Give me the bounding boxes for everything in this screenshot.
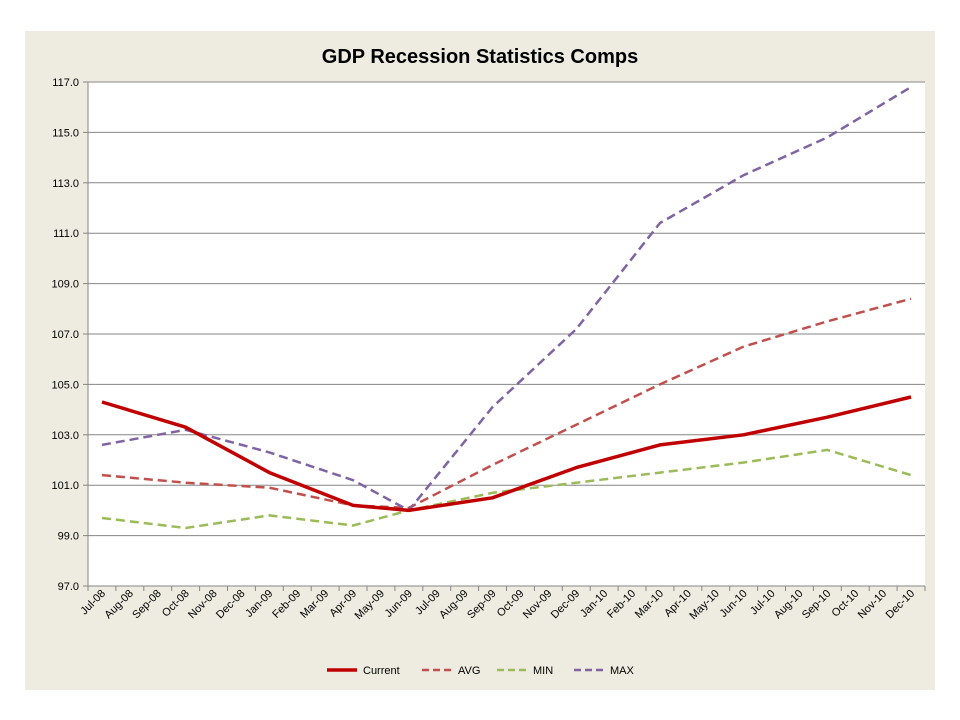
x-axis-ticks: Jul-08Aug-08Sep-08Oct-08Nov-08Dec-08Jan-…: [78, 586, 926, 622]
x-tick-label: Dec-08: [214, 588, 248, 622]
x-tick-label: Jun-10: [717, 588, 749, 620]
y-tick-label: 97.0: [58, 581, 79, 593]
x-tick-label: Dec-10: [884, 588, 918, 622]
x-tick-label: Sep-09: [465, 588, 499, 622]
y-tick-label: 113.0: [52, 178, 79, 190]
x-tick-label: Nov-10: [856, 588, 890, 622]
series-line-min: [101, 448, 912, 530]
x-tick-label: Jan-10: [578, 588, 610, 620]
x-tick-label: Sep-08: [130, 588, 164, 622]
x-tick-label: May-09: [353, 588, 387, 622]
x-tick-label: Feb-09: [270, 588, 303, 621]
series-line-max: [101, 85, 912, 512]
gridlines: [88, 81, 925, 537]
legend-label-avg: AVG: [458, 665, 480, 677]
legend-label-current: Current: [363, 665, 400, 677]
x-tick-label: Nov-09: [521, 588, 555, 622]
y-tick-label: 99.0: [58, 531, 79, 543]
y-tick-label: 103.0: [51, 430, 79, 442]
y-tick-label: 101.0: [51, 480, 79, 492]
y-tick-label: 111.0: [53, 228, 79, 240]
y-tick-label: 105.0: [51, 379, 79, 391]
x-tick-label: Aug-08: [102, 588, 136, 622]
legend-label-min: MIN: [533, 665, 553, 677]
x-tick-label: Nov-08: [186, 588, 220, 622]
x-tick-label: Feb-10: [605, 588, 638, 621]
x-tick-label: Jun-09: [383, 588, 415, 620]
x-tick-label: Aug-10: [772, 588, 806, 622]
legend: Current AVG MIN MAX: [327, 665, 635, 677]
legend-label-max: MAX: [610, 665, 635, 677]
x-tick-label: Mar-09: [298, 588, 331, 621]
x-tick-label: Sep-10: [800, 588, 834, 622]
x-tick-label: May-10: [687, 588, 721, 622]
x-tick-label: Dec-09: [549, 588, 583, 622]
y-tick-label: 107.0: [51, 329, 79, 341]
series-lines: [101, 85, 912, 530]
series-line-current: [101, 395, 912, 513]
x-tick-label: Aug-09: [437, 588, 471, 622]
y-tick-label: 115.0: [52, 127, 79, 139]
y-tick-label: 109.0: [51, 279, 79, 291]
x-tick-label: Mar-10: [633, 588, 666, 621]
y-axis-ticks: 97.0 99.0 101.0 103.0 105.0 107.0 109.0 111.0 11…: [51, 77, 88, 593]
x-tick-label: Jan-09: [243, 588, 275, 620]
chart-title: GDP Recession Statistics Comps: [322, 46, 638, 68]
y-tick-label: 117.0: [52, 77, 79, 89]
